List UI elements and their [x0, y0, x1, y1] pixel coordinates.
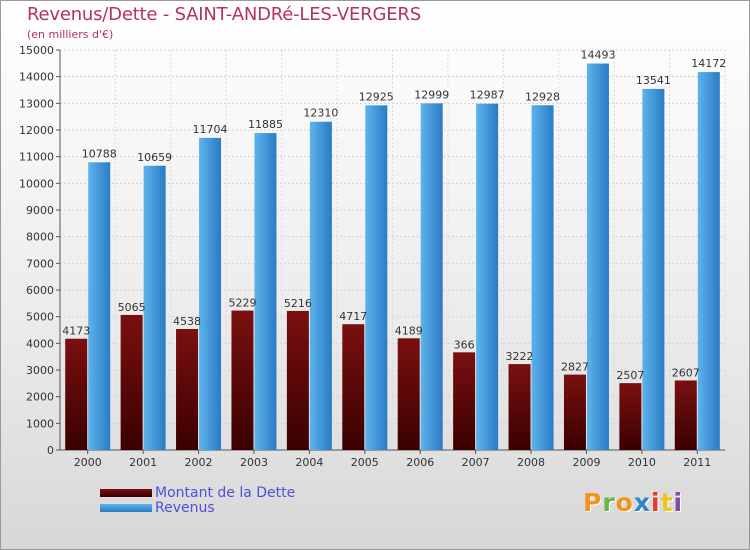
bar-debt-2006	[397, 338, 420, 450]
data-label-debt-2009: 2827	[561, 361, 589, 374]
data-label-revenue-2008: 12928	[525, 90, 560, 103]
bar-revenue-2010	[642, 88, 665, 450]
y-tick-label: 8000	[26, 231, 54, 244]
y-tick-label: 0	[47, 444, 54, 457]
bar-debt-2008	[508, 364, 531, 450]
data-label-revenue-2009: 14493	[580, 49, 615, 62]
data-label-debt-2004: 5216	[284, 297, 312, 310]
y-tick-label: 13000	[19, 97, 54, 110]
logo-letter: r	[602, 488, 616, 517]
data-label-revenue-2000: 10788	[82, 147, 117, 160]
data-label-revenue-2011: 14172	[691, 57, 726, 70]
data-label-debt-2000: 4173	[62, 325, 90, 338]
x-tick-label: 2004	[295, 456, 323, 469]
x-tick-label: 2005	[351, 456, 379, 469]
data-label-debt-2001: 5065	[118, 301, 146, 314]
legend-swatch-revenue	[100, 504, 152, 512]
bar-debt-2011	[674, 380, 697, 450]
y-tick-label: 11000	[19, 151, 54, 164]
y-tick-label: 2000	[26, 391, 54, 404]
x-tick-label: 2003	[240, 456, 268, 469]
data-label-debt-2005: 4717	[339, 310, 367, 323]
logo-letter: x	[633, 488, 651, 517]
x-tick-label: 2001	[129, 456, 157, 469]
data-label-revenue-2001: 10659	[137, 151, 172, 164]
x-tick-label: 2002	[185, 456, 213, 469]
data-label-debt-2010: 2507	[616, 369, 644, 382]
data-label-debt-2007: 366	[454, 338, 475, 351]
bar-debt-2010	[619, 383, 642, 450]
y-tick-label: 6000	[26, 284, 54, 297]
data-label-revenue-2007: 12987	[470, 89, 505, 102]
bar-revenue-2005	[365, 105, 388, 450]
bar-revenue-2000	[88, 162, 111, 450]
proxiti-logo: Proxiti	[583, 488, 683, 517]
x-tick-label: 2006	[406, 456, 434, 469]
bar-revenue-2003	[254, 133, 277, 451]
data-label-revenue-2004: 12310	[303, 107, 338, 120]
data-label-revenue-2003: 11885	[248, 118, 283, 131]
y-tick-label: 5000	[26, 311, 54, 324]
logo-letter: i	[673, 488, 684, 517]
chart-subtitle: (en milliers d'€)	[27, 28, 114, 41]
y-tick-label: 10000	[19, 177, 54, 190]
y-tick-label: 7000	[26, 257, 54, 270]
x-tick-label: 2007	[462, 456, 490, 469]
bar-revenue-2011	[697, 72, 720, 450]
y-tick-label: 3000	[26, 364, 54, 377]
bar-revenue-2006	[420, 103, 443, 451]
bar-debt-2001	[120, 314, 143, 450]
data-label-revenue-2010: 13541	[636, 74, 671, 87]
bar-debt-2000	[65, 338, 88, 450]
bar-debt-2007	[453, 352, 476, 450]
bar-debt-2005	[342, 324, 365, 450]
data-label-revenue-2006: 12999	[414, 88, 449, 101]
bar-debt-2009	[563, 374, 586, 450]
data-label-debt-2011: 2607	[672, 366, 700, 379]
x-tick-label: 2011	[683, 456, 711, 469]
logo-letter: i	[651, 488, 661, 517]
data-label-revenue-2002: 11704	[193, 123, 228, 136]
bar-revenue-2008	[531, 105, 554, 451]
data-label-debt-2003: 5229	[228, 297, 256, 310]
x-tick-label: 2000	[74, 456, 102, 469]
logo-letter: t	[660, 488, 674, 517]
data-label-debt-2008: 3222	[506, 350, 534, 363]
bar-revenue-2002	[199, 137, 222, 451]
bar-revenue-2004	[309, 121, 332, 450]
data-label-debt-2002: 4538	[173, 315, 201, 328]
data-label-debt-2006: 4189	[395, 324, 423, 337]
legend-label-revenue: Revenus	[155, 500, 215, 516]
bar-debt-2004	[286, 310, 309, 450]
y-tick-label: 9000	[26, 204, 54, 217]
bar-revenue-2009	[586, 63, 609, 451]
x-tick-label: 2008	[517, 456, 545, 469]
bar-revenue-2001	[143, 165, 166, 450]
bar-debt-2003	[231, 310, 254, 450]
bar-revenue-2007	[476, 103, 499, 451]
bar-debt-2002	[176, 328, 199, 450]
x-tick-label: 2010	[628, 456, 656, 469]
y-tick-label: 15000	[19, 44, 54, 57]
x-tick-label: 2009	[572, 456, 600, 469]
legend-swatch-debt	[100, 489, 152, 497]
legend-label-debt: Montant de la Dette	[155, 485, 296, 501]
logo-letter: o	[615, 488, 634, 517]
chart-title: Revenus/Dette - SAINT-ANDRé-LES-VERGERS	[27, 4, 421, 25]
logo-letter: P	[583, 488, 603, 517]
y-tick-label: 14000	[19, 71, 54, 84]
data-label-revenue-2005: 12925	[359, 90, 394, 103]
y-tick-label: 1000	[26, 417, 54, 430]
y-tick-label: 12000	[19, 124, 54, 137]
y-tick-label: 4000	[26, 337, 54, 350]
